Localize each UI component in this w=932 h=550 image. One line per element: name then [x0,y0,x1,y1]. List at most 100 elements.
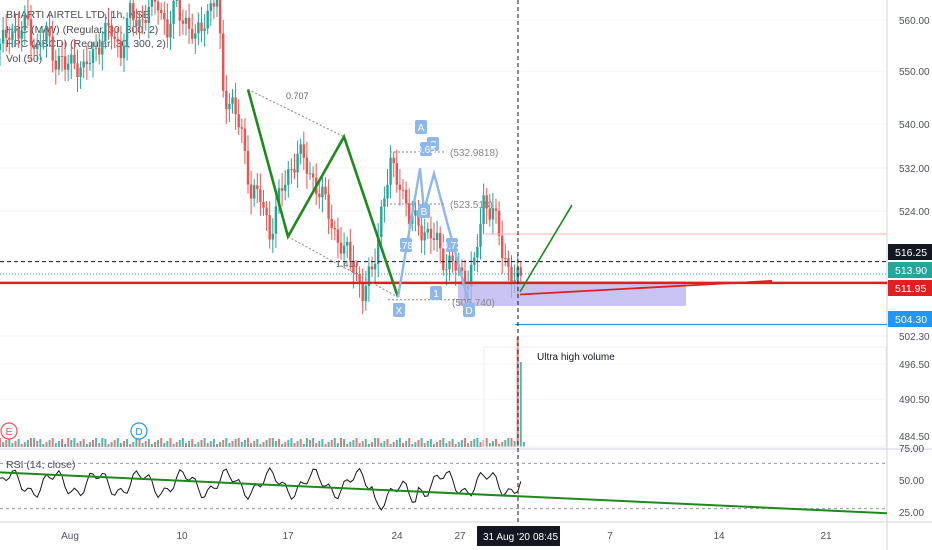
volume-bar [287,440,290,447]
volume-bar [88,442,91,447]
candle-body [346,241,349,246]
rsi-tick-label: 25.00 [899,508,924,519]
volume-bar [194,444,197,447]
ratio-badge-bg [446,238,458,252]
volume-bar [33,438,36,447]
candle-body [141,19,144,21]
candle-body [234,97,237,115]
candle-body [504,257,507,259]
price-tag-last: 513.90 [888,262,932,278]
candle-body [166,19,169,38]
volume-bar [358,443,361,447]
volume-bar [312,438,315,447]
volume-bar [405,441,408,447]
volume-bar [454,444,457,447]
volume-bar [104,439,107,447]
volume-bar [222,440,225,447]
projection-red-line [519,280,773,296]
volume-bar [163,443,166,447]
candle-body [76,63,79,77]
candle-body [45,27,48,43]
candle-body [439,233,442,249]
candle-body [265,207,268,216]
candle-body [249,184,253,199]
volume-bar [23,442,26,447]
pattern-point-1-text: 1 [433,289,439,300]
candle-body [51,36,54,61]
time-cursor-clock: 08:45 [533,532,558,543]
candle-body [225,90,228,110]
candle-body [404,189,408,204]
candle-body [82,61,85,68]
candle-body [79,67,82,77]
volume-bar [157,440,160,447]
event-marker-d [130,422,148,440]
volume-bar [185,443,187,447]
volume-bar [510,438,513,447]
candle-body [42,42,45,44]
volume-bar [141,443,144,447]
candle-body [1,29,5,44]
volume-bar [231,441,234,447]
candle-body [88,62,92,65]
candle-body [150,0,154,7]
volume-bar [467,443,470,447]
volume-bar [380,443,383,447]
candle-body [311,173,315,178]
candle-body [222,33,225,91]
candle-body [296,153,299,173]
candle-body [70,54,73,64]
volume-bar [519,362,522,447]
candle-body [271,233,274,240]
volume-bar [299,439,302,447]
volume-bar [522,442,525,447]
legend-symbol[interactable]: BHARTI AIRTEL LTD, 1h, NSE [6,9,150,21]
time-tick-label: 24 [391,531,403,542]
volume-bar [426,441,429,447]
candle-body [501,235,504,258]
volume-bars [0,337,525,447]
volume-bar [169,438,172,447]
candle-body [175,0,178,1]
volume-bar [293,443,296,447]
price-tag-text: 513.90 [895,265,927,277]
candle-body [253,185,256,199]
pattern-point-x-text: X [396,306,403,317]
volume-bar [160,438,163,447]
candle-body [172,0,175,24]
candle-body [110,25,113,37]
ratio-badge: 0.73 [442,238,462,252]
pattern-point-b: B [418,204,430,218]
volume-bar [324,444,327,447]
ratio-badge-text: 0.73 [442,241,462,252]
price-tick-label: 532.00 [899,164,930,175]
legend-hpc-mw[interactable]: HPC (M/W) (Regular, 30, 300, 2) [6,23,159,36]
pattern-point-1-bg [430,286,442,300]
candle-body [383,198,386,207]
candle-body [442,248,445,271]
pattern-point-b-bg [418,204,430,218]
price-tag-support: 511.95 [888,280,932,296]
candle-body [333,228,336,230]
candle-body [32,45,36,49]
candle-body [386,184,389,199]
candle-body [228,103,231,110]
candle-body [209,3,212,11]
legend-volume[interactable]: Vol (50) [6,52,43,65]
volume-bar [271,438,274,447]
candle-body [181,20,185,24]
ratio-badge-text: 0.65 [416,145,436,156]
volume-bar [98,443,101,447]
candle-body [54,60,57,70]
grid-lines [0,19,887,437]
candle-body [57,55,61,70]
candle-body [116,39,119,42]
price-tag-crosshair: 516.25 [888,244,932,260]
volume-bar [243,440,246,447]
candle-body [160,10,163,13]
volume-bar [305,438,308,447]
price-tag-target: 504.30 [888,311,932,327]
candle-body [460,267,464,271]
volume-bar [101,438,104,447]
